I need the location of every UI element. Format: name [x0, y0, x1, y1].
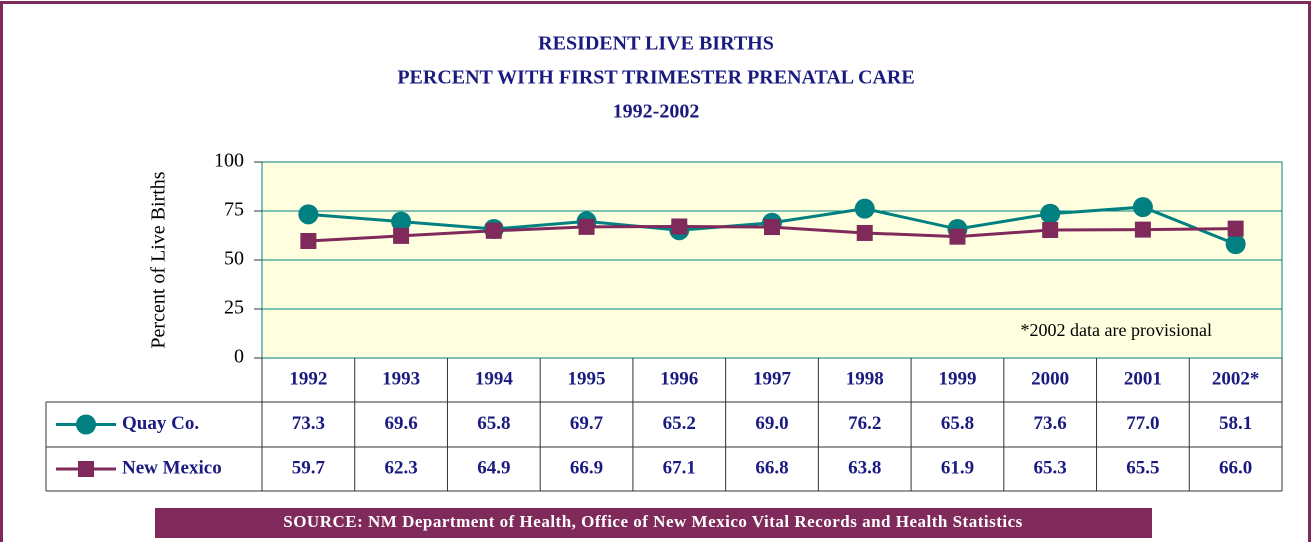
legend-marker: [78, 461, 94, 477]
table-value: 67.1: [663, 457, 696, 478]
y-tick-label: 25: [224, 297, 244, 319]
x-tick-label: 2000: [1031, 368, 1069, 389]
chart-title: RESIDENT LIVE BIRTHS: [538, 33, 774, 55]
table-value: 69.0: [755, 413, 788, 434]
table-value: 66.0: [1219, 457, 1252, 478]
table-value: 58.1: [1219, 413, 1252, 434]
point: [1042, 222, 1059, 239]
point: [949, 228, 966, 245]
y-tick-label: 50: [224, 248, 244, 270]
table-value: 76.2: [848, 413, 881, 434]
x-tick-label: 1993: [382, 368, 420, 389]
table-value: 62.3: [384, 457, 417, 478]
point: [764, 219, 780, 236]
x-tick-label: 1994: [475, 368, 514, 389]
table-value: 63.8: [848, 457, 881, 478]
annotation: *2002 data are provisional: [1021, 320, 1212, 340]
x-tick-label: 1997: [753, 368, 792, 389]
legend-label: New Mexico: [122, 457, 222, 478]
y-tick-label: 0: [234, 346, 244, 368]
table-value: 59.7: [292, 457, 326, 478]
table-value: 73.6: [1034, 413, 1067, 434]
point: [485, 222, 502, 239]
point: [856, 224, 873, 241]
table-value: 65.8: [941, 413, 974, 434]
point: [1132, 197, 1153, 218]
table-value: 69.6: [384, 413, 417, 434]
x-tick-label: 2002*: [1212, 368, 1260, 389]
source-bar: [155, 508, 1152, 538]
table-value: 69.7: [570, 413, 604, 434]
point: [854, 198, 875, 219]
y-axis-label: Percent of Live Births: [148, 171, 170, 348]
point: [391, 211, 412, 232]
x-tick-label: 1996: [660, 368, 698, 389]
table-value: 65.3: [1034, 457, 1067, 478]
point: [1134, 221, 1151, 238]
table-value: 65.2: [663, 413, 696, 434]
table-value: 66.9: [570, 457, 603, 478]
table-value: 61.9: [941, 457, 974, 478]
point: [1225, 234, 1246, 255]
point: [1227, 220, 1244, 237]
table-value: 66.8: [755, 457, 788, 478]
chart-subtitle: 1992-2002: [613, 101, 700, 123]
legend-label: Quay Co.: [122, 413, 199, 434]
y-tick-label: 100: [214, 150, 244, 172]
point: [300, 232, 317, 249]
point: [298, 204, 319, 225]
table-value: 64.9: [477, 457, 510, 478]
x-tick-label: 2001: [1124, 368, 1162, 389]
table-value: 65.8: [477, 413, 510, 434]
source: SOURCE: NM Department of Health, Office …: [283, 512, 1023, 531]
y-tick-label: 75: [224, 199, 244, 221]
point: [1040, 203, 1061, 224]
chart-subtitle: PERCENT WITH FIRST TRIMESTER PRENATAL CA…: [397, 67, 914, 89]
table-value: 77.0: [1126, 413, 1159, 434]
table-value: 73.3: [292, 413, 325, 434]
table-value: 65.5: [1126, 457, 1159, 478]
x-tick-label: 1992: [289, 368, 327, 389]
x-tick-label: 1998: [846, 368, 884, 389]
x-tick-label: 1995: [568, 368, 606, 389]
x-tick-label: 1999: [938, 368, 976, 389]
point: [578, 218, 595, 235]
point: [393, 227, 410, 244]
point: [671, 218, 688, 235]
legend-marker: [76, 414, 96, 435]
